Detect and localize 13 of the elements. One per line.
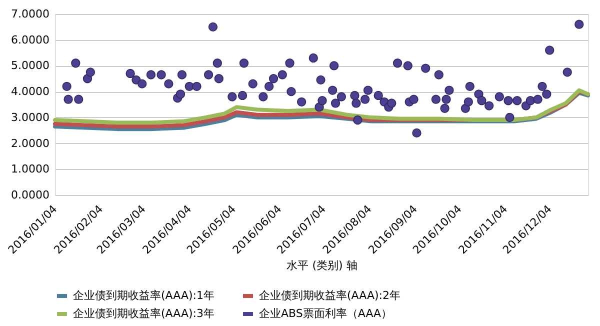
x-axis-title: 水平 (类别) 轴 — [286, 258, 358, 272]
legend-label: 企业债到期收益率(AAA):2年 — [259, 289, 400, 302]
legend-label: 企业债到期收益率(AAA):1年 — [73, 289, 214, 302]
legend-label: 企业债到期收益率(AAA):3年 — [73, 307, 214, 320]
y-tick-label: 0.0000 — [11, 188, 50, 202]
y-tick-label: 7.0000 — [11, 8, 50, 20]
legend-label: 企业ABS票面利率（AAA） — [259, 307, 392, 320]
y-tick-label: 6.0000 — [11, 33, 50, 46]
y-tick-label: 4.0000 — [11, 85, 50, 98]
y-tick-label: 1.0000 — [11, 162, 50, 176]
y-tick-label: 5.0000 — [11, 59, 50, 72]
y-tick-label: 3.0000 — [11, 110, 50, 124]
y-tick-label: 2.0000 — [11, 136, 50, 150]
